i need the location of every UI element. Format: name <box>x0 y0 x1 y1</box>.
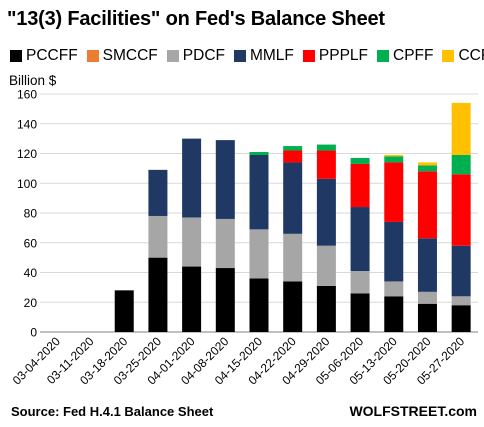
bar-segment-ppplf <box>283 150 303 163</box>
bar-segment-pccff <box>283 281 303 332</box>
bar-segment-mmlf <box>182 138 202 218</box>
bar-segment-pccff <box>249 278 269 332</box>
bar-segment-pccff <box>215 268 235 332</box>
bar-segment-pdcf <box>148 215 168 258</box>
y-tick-label: 120 <box>17 147 37 161</box>
y-axis-label: Billion $ <box>9 73 57 88</box>
bar-segment-cpff <box>417 165 437 172</box>
legend-item-smccf: SMCCF <box>86 47 158 65</box>
legend-label: CPFF <box>393 47 434 64</box>
legend-label: MMLF <box>249 47 294 64</box>
bar-segment-pdcf <box>316 245 336 286</box>
brand-label: WOLFSTREET.com <box>349 403 477 419</box>
legend-label: SMCCF <box>102 47 158 64</box>
bar-segment-ppplf <box>316 150 336 179</box>
source-note: Source: Fed H.4.1 Balance Sheet <box>11 404 214 419</box>
legend-label: PCCFF <box>26 47 78 64</box>
y-tick-label: 0 <box>30 326 37 340</box>
bar-segment-pdcf <box>215 218 235 269</box>
bar-segment-pdcf <box>384 281 404 297</box>
legend-label: CCF <box>458 47 484 64</box>
y-tick-label: 140 <box>17 117 37 131</box>
legend-item-ccf: CCF <box>442 47 484 65</box>
bar-segment-ppplf <box>451 174 471 246</box>
y-tick-label: 160 <box>17 88 37 102</box>
legend-swatch <box>86 50 99 62</box>
bar-segment-mmlf <box>215 140 235 219</box>
legend: PCCFF SMCCF PDCF MMLF PPPLF CPFF CCF <box>10 46 484 66</box>
y-tick-label: 60 <box>24 236 38 250</box>
bar-segment-cpff <box>384 156 404 163</box>
bar-segment-mmlf <box>316 178 336 246</box>
bar-segment-ppplf <box>384 162 404 222</box>
bar-segment-mmlf <box>384 221 404 282</box>
legend-label: PPPLF <box>318 47 369 64</box>
bar-segment-mmlf <box>283 162 303 234</box>
bar-segment-pccff <box>350 293 370 332</box>
legend-item-ppplf: PPPLF <box>302 47 369 65</box>
y-tick-label: 80 <box>24 207 38 221</box>
legend-item-pccff: PCCFF <box>10 47 78 65</box>
bar-segment-ccf <box>451 102 471 155</box>
bar-segment-pdcf <box>182 217 202 267</box>
bar-segment-cpff <box>249 152 269 155</box>
legend-swatch <box>166 50 179 62</box>
bar-segment-pccff <box>316 285 336 332</box>
legend-swatch <box>233 50 246 62</box>
legend-swatch <box>377 50 390 62</box>
bar-segment-mmlf <box>249 154 269 230</box>
bar-segment-cpff <box>451 154 471 175</box>
bar-segment-pccff <box>451 305 471 332</box>
bar-segment-mmlf <box>148 169 168 216</box>
bar-segment-ccf <box>384 154 404 157</box>
bar-segment-pdcf <box>451 296 471 306</box>
bar-segment-cpff <box>316 144 336 151</box>
bar-segment-mmlf <box>451 245 471 297</box>
bar-segment-pccff <box>114 290 134 332</box>
bar-segment-ppplf <box>417 171 437 239</box>
bar-segment-pdcf <box>283 233 303 282</box>
legend-swatch <box>10 50 22 62</box>
legend-item-mmlf: MMLF <box>233 47 294 65</box>
y-tick-label: 100 <box>17 177 37 191</box>
bar-segment-mmlf <box>350 207 370 272</box>
y-tick-label: 20 <box>24 296 38 310</box>
bar-segment-ppplf <box>350 163 370 208</box>
bar-segment-pdcf <box>249 229 269 279</box>
legend-swatch <box>302 50 315 62</box>
bar-segment-ccf <box>417 162 437 166</box>
bar-segment-pccff <box>182 266 202 332</box>
legend-label: PDCF <box>182 47 225 64</box>
bar-segment-pdcf <box>350 271 370 294</box>
bar-segment-cpff <box>283 146 303 151</box>
bar-segment-mmlf <box>417 238 437 292</box>
bar-segment-pccff <box>384 296 404 332</box>
legend-swatch <box>442 50 455 62</box>
bar-segment-pccff <box>417 303 437 332</box>
bar-segment-pdcf <box>417 291 437 304</box>
bar-segment-pccff <box>148 257 168 332</box>
legend-item-cpff: CPFF <box>377 47 433 65</box>
bar-segment-cpff <box>350 157 370 164</box>
legend-item-pdcf: PDCF <box>166 47 225 65</box>
y-tick-label: 40 <box>24 266 38 280</box>
chart-title: "13(3) Facilities" on Fed's Balance Shee… <box>7 8 385 30</box>
